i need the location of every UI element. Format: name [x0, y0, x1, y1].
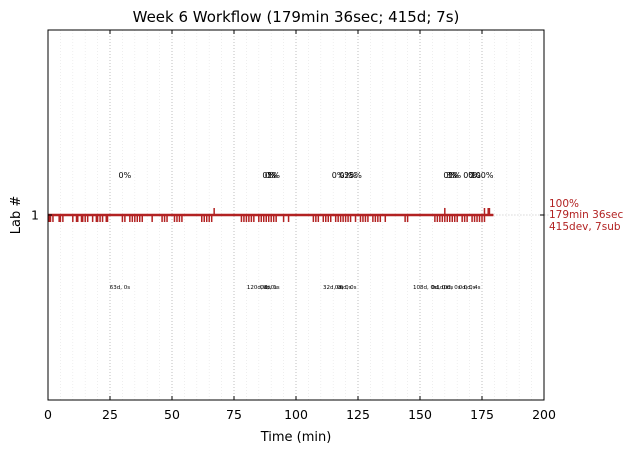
detail-label: 0d, 4s	[464, 285, 481, 291]
right-label-percent: 100%	[549, 198, 579, 210]
percent-label: 2%	[344, 171, 357, 180]
percent-label: 0%	[339, 171, 352, 180]
percent-label: 1%	[267, 171, 280, 180]
x-tick-label: 200	[532, 407, 556, 422]
percent-label: 0%	[332, 171, 345, 180]
percent-label: 0%	[468, 171, 481, 180]
detail-label: 1d, 0s	[436, 285, 453, 291]
percent-label: 0%	[443, 171, 456, 180]
x-tick-label: 75	[226, 407, 242, 422]
detail-label: 0d, 0s	[431, 285, 448, 291]
detail-label: 0d, 1s	[263, 285, 280, 291]
percent-label: 0%	[119, 171, 132, 180]
x-tick-label: 100	[284, 407, 308, 422]
detail-label: 32d, 0s	[323, 285, 343, 291]
detail-label: 120d, 0s	[247, 285, 271, 291]
percent-label: 0%	[262, 171, 275, 180]
detail-label: 0d, 0s	[444, 285, 461, 291]
y-axis-label: Lab #	[9, 196, 24, 235]
percent-label: 0%	[265, 171, 278, 180]
x-axis-label: Time (min)	[260, 430, 332, 445]
detail-label: 0d, 0s	[459, 285, 476, 291]
x-tick-label: 50	[164, 407, 180, 422]
x-tick-label: 25	[102, 407, 118, 422]
chart-title: Week 6 Workflow (179min 36sec; 415d; 7s)	[133, 8, 460, 26]
plot-area: 0% 0%0%1% 0%0%2%5% 0%3%1% 0%0%100%63d, 0s 120…	[31, 29, 556, 422]
y-tick-label: 1	[31, 208, 39, 223]
percent-label: 100%	[471, 171, 494, 180]
x-tick-label: 0	[44, 407, 52, 422]
detail-label: 0d, 0s	[260, 285, 277, 291]
detail-label: 0d, 0s	[340, 285, 357, 291]
x-tick-label: 175	[470, 407, 494, 422]
right-label-counts: 415dev, 7sub	[549, 221, 621, 233]
detail-label: 0d, 0s	[335, 285, 352, 291]
x-tick-label: 150	[408, 407, 432, 422]
percent-label: 5%	[349, 171, 362, 180]
x-tick-label: 125	[346, 407, 370, 422]
percent-label: 1%	[448, 171, 461, 180]
detail-label: 63d, 0s	[110, 285, 130, 291]
percent-label: 3%	[446, 171, 459, 180]
right-label-duration: 179min 36sec	[549, 209, 623, 221]
percent-label: 0%	[463, 171, 476, 180]
detail-label: 108d, 0s	[413, 285, 437, 291]
